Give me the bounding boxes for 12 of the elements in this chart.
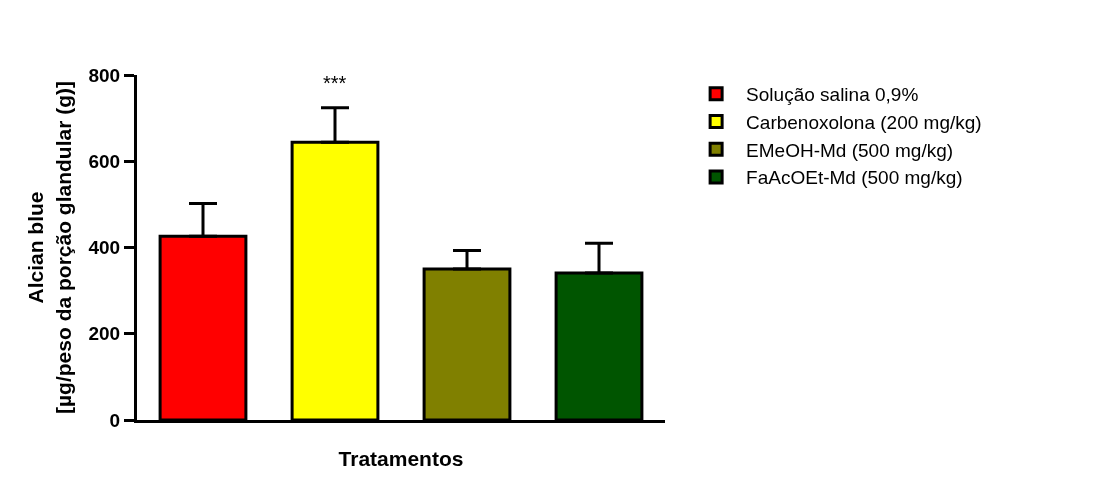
y-tick-label: 200 [88,323,121,345]
legend-label: Carbenoxolona (200 mg/kg) [746,111,982,133]
y-axis-title: Alcian blue [µg/peso da porção glandular (g)] [24,81,75,414]
legend-label: EMeOH-Md (500 mg/kg) [746,139,954,161]
legend-label: Solução salina 0,9% [746,84,919,106]
legend-label: FaAcOEt-Md (500 mg/kg) [746,167,963,189]
y-tick-label: 800 [88,64,121,86]
annotation: *** [323,72,347,94]
x-axis-title: Tratamentos [338,447,464,471]
y-tick-label: 400 [88,237,121,259]
y-tick-label: 600 [88,150,121,172]
y-tick-label: 0 [109,409,121,431]
